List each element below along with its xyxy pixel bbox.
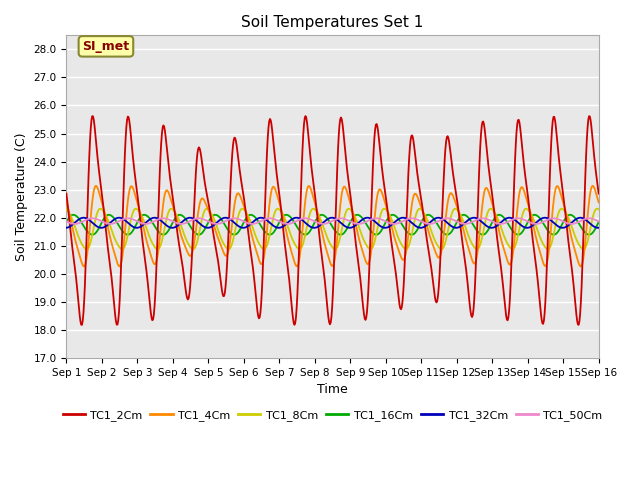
- TC1_8Cm: [413, 208, 421, 214]
- TC1_2Cm: [399, 299, 406, 305]
- TC1_8Cm: [209, 214, 217, 219]
- TC1_16Cm: [128, 229, 136, 235]
- TC1_8Cm: [181, 234, 189, 240]
- Y-axis label: Soil Temperature (C): Soil Temperature (C): [15, 132, 28, 261]
- TC1_32Cm: [186, 215, 194, 221]
- Line: TC1_50Cm: TC1_50Cm: [67, 218, 598, 224]
- TC1_16Cm: [182, 216, 189, 222]
- TC1_8Cm: [127, 217, 134, 223]
- TC1_50Cm: [63, 218, 70, 224]
- Line: TC1_2Cm: TC1_2Cm: [67, 116, 598, 325]
- TC1_8Cm: [398, 242, 406, 248]
- TC1_2Cm: [78, 322, 86, 328]
- Line: TC1_4Cm: TC1_4Cm: [67, 186, 598, 266]
- Line: TC1_32Cm: TC1_32Cm: [67, 218, 598, 228]
- TC1_2Cm: [72, 275, 80, 280]
- Line: TC1_8Cm: TC1_8Cm: [67, 209, 598, 249]
- TC1_16Cm: [63, 219, 70, 225]
- TC1_2Cm: [301, 113, 309, 119]
- TC1_50Cm: [595, 218, 602, 224]
- TC1_50Cm: [72, 221, 80, 227]
- TC1_8Cm: [558, 206, 566, 212]
- TC1_16Cm: [72, 213, 80, 219]
- TC1_32Cm: [399, 215, 406, 221]
- TC1_4Cm: [92, 183, 100, 189]
- TC1_32Cm: [414, 224, 422, 230]
- TC1_2Cm: [414, 176, 422, 181]
- X-axis label: Time: Time: [317, 383, 348, 396]
- TC1_50Cm: [127, 216, 134, 221]
- TC1_32Cm: [168, 225, 176, 231]
- TC1_8Cm: [72, 227, 80, 233]
- TC1_16Cm: [210, 212, 218, 218]
- TC1_50Cm: [177, 221, 185, 227]
- TC1_4Cm: [595, 200, 602, 205]
- TC1_50Cm: [211, 221, 218, 227]
- TC1_32Cm: [595, 225, 602, 231]
- TC1_4Cm: [211, 224, 218, 230]
- Line: TC1_16Cm: TC1_16Cm: [67, 215, 598, 235]
- Legend: TC1_2Cm, TC1_4Cm, TC1_8Cm, TC1_16Cm, TC1_32Cm, TC1_50Cm: TC1_2Cm, TC1_4Cm, TC1_8Cm, TC1_16Cm, TC1…: [58, 406, 607, 425]
- TC1_16Cm: [595, 219, 602, 225]
- TC1_4Cm: [72, 240, 80, 246]
- TC1_16Cm: [124, 232, 132, 238]
- TC1_8Cm: [595, 206, 602, 212]
- TC1_16Cm: [414, 226, 422, 231]
- TC1_16Cm: [247, 212, 255, 218]
- TC1_32Cm: [182, 216, 189, 222]
- TC1_4Cm: [414, 195, 422, 201]
- TC1_2Cm: [182, 287, 189, 292]
- TC1_8Cm: [260, 246, 268, 252]
- TC1_2Cm: [128, 140, 136, 145]
- TC1_32Cm: [127, 222, 134, 228]
- TC1_32Cm: [72, 219, 80, 225]
- TC1_2Cm: [210, 233, 218, 239]
- TC1_32Cm: [211, 222, 218, 228]
- TC1_32Cm: [63, 225, 70, 231]
- TC1_8Cm: [63, 206, 70, 212]
- TC1_2Cm: [63, 191, 70, 196]
- TC1_2Cm: [595, 191, 602, 196]
- TC1_50Cm: [414, 217, 422, 223]
- TC1_16Cm: [399, 222, 406, 228]
- TC1_4Cm: [399, 257, 406, 263]
- Title: Soil Temperatures Set 1: Soil Temperatures Set 1: [241, 15, 424, 30]
- TC1_4Cm: [182, 246, 190, 252]
- TC1_50Cm: [399, 218, 406, 224]
- TC1_4Cm: [63, 200, 70, 205]
- TC1_4Cm: [81, 264, 88, 269]
- Text: SI_met: SI_met: [83, 40, 129, 53]
- TC1_50Cm: [159, 216, 167, 221]
- TC1_4Cm: [129, 184, 136, 190]
- TC1_50Cm: [182, 220, 190, 226]
